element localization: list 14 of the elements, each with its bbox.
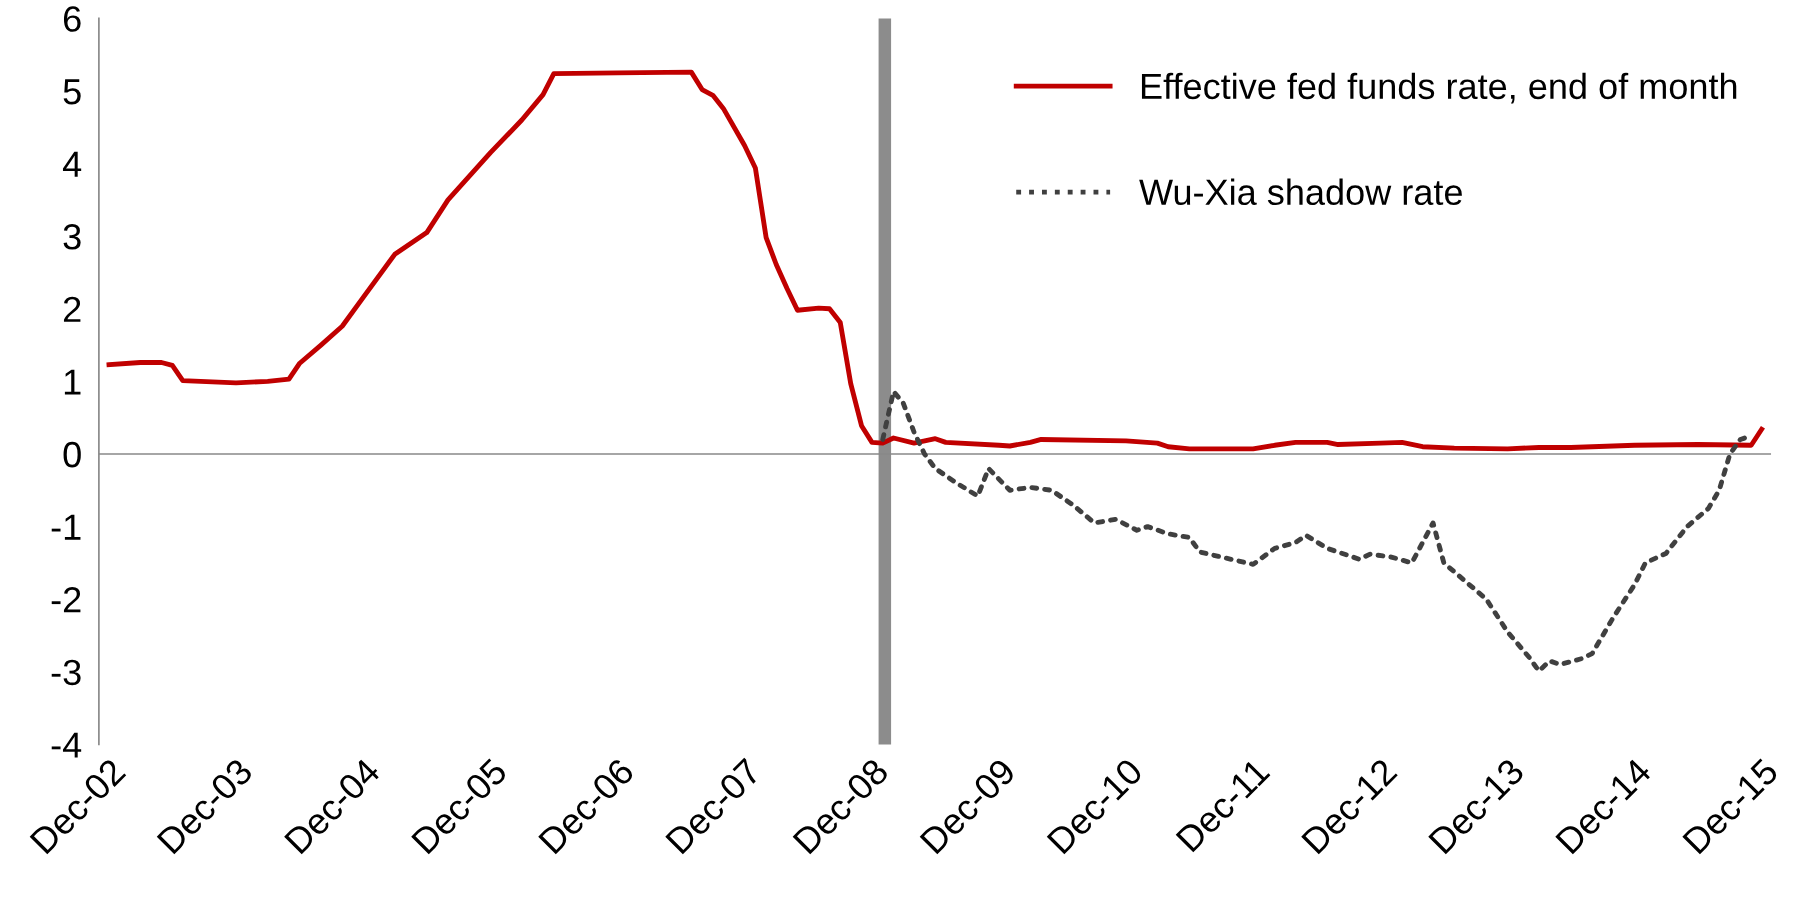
y-tick-label: 6: [63, 6, 81, 32]
legend-label: Wu-Xia shadow rate: [1139, 178, 1462, 206]
y-tick-label: 3: [63, 224, 81, 250]
y-tick-label: 5: [63, 79, 81, 105]
y-tick-label: -2: [51, 587, 81, 613]
y-tick-label: -1: [51, 514, 81, 540]
line-series: [106, 69, 1765, 452]
y-tick-label: 4: [62, 151, 82, 177]
legend-label: Effective fed funds rate, end of month: [1141, 72, 1737, 104]
y-tick-label: 2: [63, 296, 81, 322]
y-tick-label: 1: [64, 369, 81, 395]
y-tick-label: -3: [51, 659, 81, 686]
y-tick-label: -4: [51, 732, 82, 758]
y-tick-label: 0: [63, 441, 81, 468]
